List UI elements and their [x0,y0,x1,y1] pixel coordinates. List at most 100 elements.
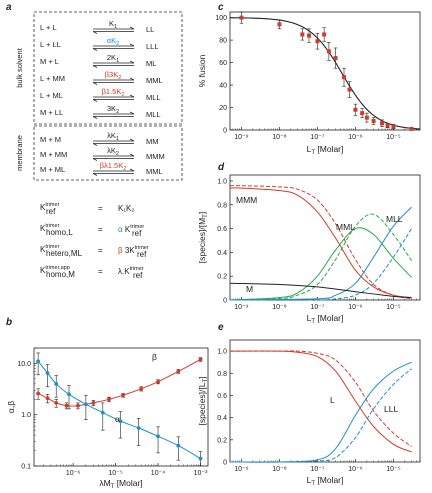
e-series-L-dashed [229,350,412,447]
bulk-reaction-constant: αK2 [107,36,119,47]
lhs-symbol: K [40,245,46,254]
c-ylabel: % fusion [197,54,207,87]
rhs-symbol: 3K [125,246,135,255]
bulk-reaction-right: MLL [146,93,161,102]
c-ytick-label: 80 [219,38,227,45]
bulk-reaction-left: L + ML [40,91,63,100]
b-point [100,410,105,415]
c-point [307,33,312,38]
constant-prefix: βλ1.5 [100,161,119,170]
c-frame [229,11,421,131]
reverse-arrowhead [92,99,98,102]
c-point [364,115,369,120]
panel-a: a bulk solvent membrane L + L K1 LLL + LL α… [6,2,183,280]
d-curve-label-MML: MML [336,222,355,232]
c-point [385,123,390,128]
c-ytick-label: 40 [219,83,227,90]
constant-subscript: 2 [121,92,124,98]
equation-rhs: β 3Ktrimer [118,245,149,255]
e-series-LLL-dashed [229,368,412,463]
constant-symbol: K [111,104,116,113]
membrane-label: membrane [15,135,24,171]
membrane-reaction-1: M + MM λK2 MMM [40,146,165,161]
b-xlabel: λMT [Molar] [99,478,142,490]
b-point [176,443,181,448]
e-xtick-label: 10⁻⁷ [310,466,324,473]
c-point [277,22,282,27]
rhs-symbol: K₁K₂ [118,204,134,213]
c-point [239,15,244,20]
bulk-reaction-right: LL [146,25,154,34]
d-ytick-label: 0.4 [217,250,227,257]
b-point [67,392,71,397]
e-ytick-label: 0.6 [217,393,227,400]
bulk-reaction-2: M + L 2K1 ML [40,53,156,68]
e-ytick-label: 0.4 [217,415,227,422]
bulk-reaction-4: L + ML β1.5K2 MLL [40,87,161,102]
b-point [176,369,181,374]
panel-e-label: e [218,322,224,333]
c-point [322,32,327,37]
e-xtick-label: 10⁻⁵ [386,466,400,473]
constant-symbol: K [118,161,123,170]
d-curve-label-MLL: MLL [386,214,403,224]
equation-rhs-subscript: ref [132,229,142,238]
bulk-reaction-left: M + LL [40,108,63,117]
equation-lhs: Ktrimer [40,244,60,254]
e-series-L [229,350,412,453]
e-ytick-label: 0.8 [217,371,227,378]
xlabel-main: L [307,475,312,485]
c-point [409,126,414,131]
xlabel-subscript: T [311,150,315,156]
d-xtick-label: 10⁻⁷ [310,304,324,311]
b-ylabel: α,β [6,401,16,413]
b-point [121,393,125,398]
xlabel-main: L [307,144,312,154]
d-ytick-label: 1.0 [217,178,227,185]
d-xtick-label: 10⁻⁵ [386,304,400,311]
membrane-reaction-constant: λK2 [107,146,119,157]
equation-lhs-subscript: ref [46,207,56,216]
bulk-reaction-constant: β3K2 [105,70,122,81]
equation-rhs-subscript: ref [133,271,143,280]
c-xtick-label: 10⁻⁸ [272,134,286,141]
d-xtick-label: 10⁻⁸ [272,304,286,311]
reverse-arrowhead [92,158,98,161]
constant-subscript: 1 [116,58,119,64]
forward-arrowhead [129,138,135,142]
bulk-reaction-1: L + LL αK2 LLL [40,36,159,51]
c-xtick-label: 10⁻⁹ [234,134,248,141]
forward-arrowhead [129,26,135,30]
xlabel-subscript: T [311,319,315,325]
equation-equals: = [98,246,103,255]
b-ytick-label: 10.0 [17,361,31,368]
constant-subscript: 2 [116,151,119,157]
d-ytick-label: 0.2 [217,274,227,281]
xlabel-unit: [Molar] [114,478,142,488]
bulk-reaction-left: L + L [40,23,57,32]
d-ytick-label: 0 [223,298,227,305]
lhs-superscript: trimer,app [45,265,69,271]
equation-lhs-subscript: homo,L [46,228,73,237]
d-curve-label-MMM: MMM [236,195,257,205]
b-series-β [36,357,203,410]
constant-prefix: 2 [107,53,111,62]
membrane-reaction-right: MML [146,167,163,176]
reverse-arrowhead [92,65,98,68]
c-xlabel: LT [Molar] [307,144,344,156]
bulk-reaction-constant: K1 [109,19,117,30]
b-label-beta: β [152,352,157,362]
d-series-MML-dashed [229,213,413,301]
b-point [136,426,141,430]
ylabel-subscript: T [203,379,209,383]
xlabel-unit: [Molar] [315,144,343,154]
reverse-arrowhead [92,143,98,146]
equation-rhs-subscript: ref [137,250,147,259]
c-xtick-label: 10⁻⁵ [386,134,400,141]
b-series-α [36,352,203,467]
bulk-reaction-constant: 2K1 [107,53,119,64]
equation-lhs-subscript: hetero,ML [46,249,83,258]
